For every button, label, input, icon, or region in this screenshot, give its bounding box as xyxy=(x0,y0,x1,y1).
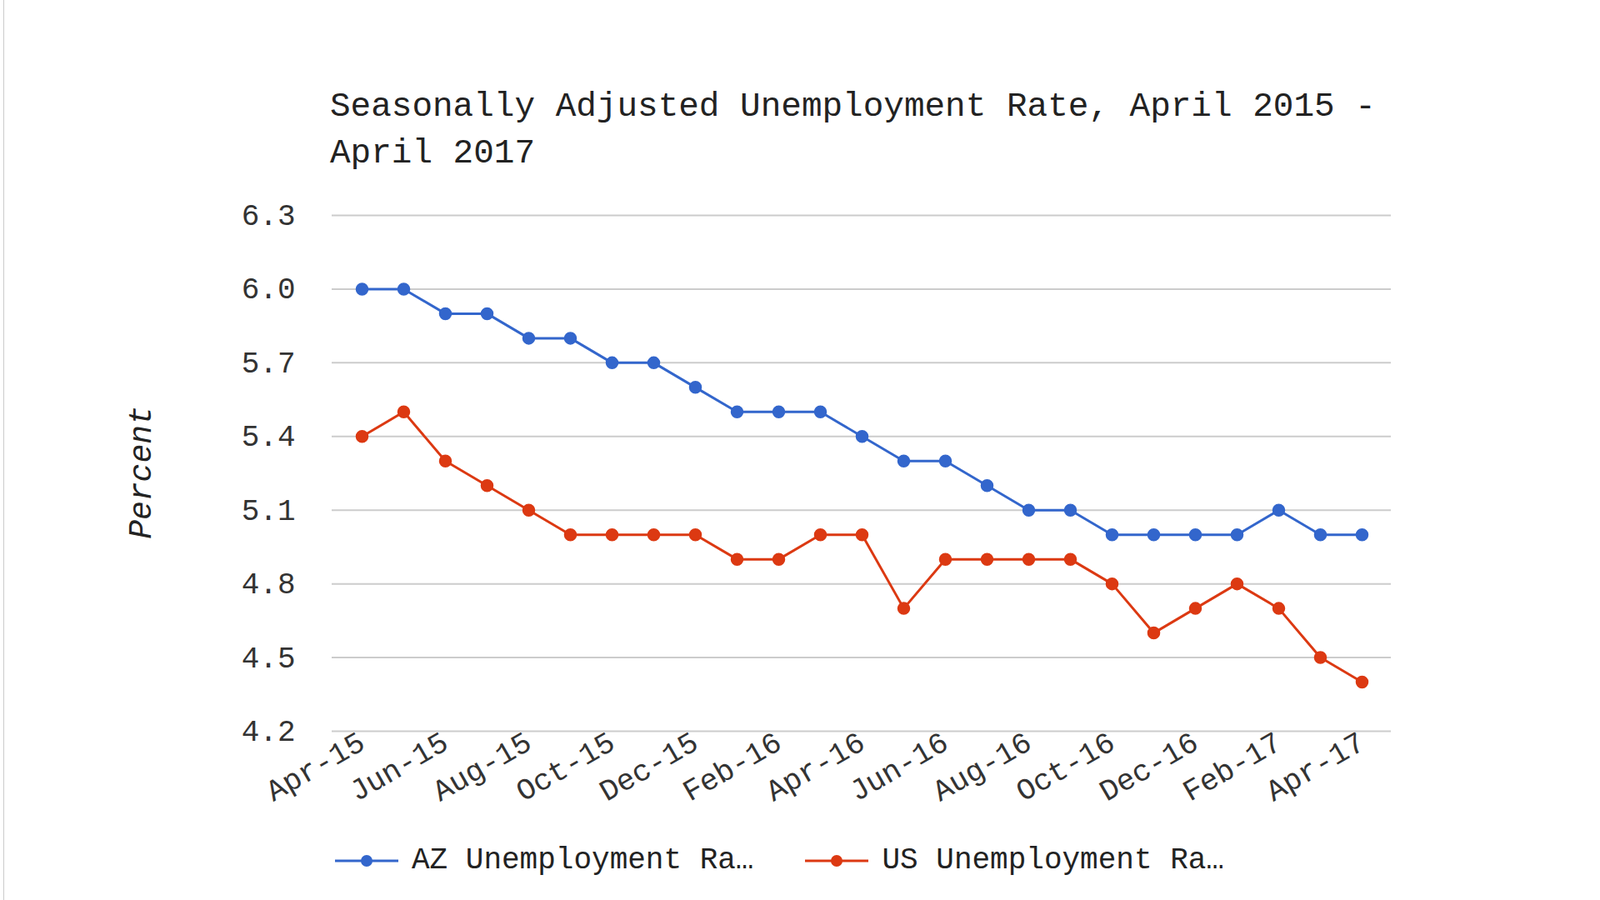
svg-text:Oct-15: Oct-15 xyxy=(510,726,622,810)
svg-text:Apr-16: Apr-16 xyxy=(760,726,872,810)
svg-text:Jun-15: Jun-15 xyxy=(344,726,455,810)
svg-text:5.4: 5.4 xyxy=(241,420,296,455)
html-text:Percent: Percent xyxy=(123,406,160,539)
svg-text:Feb-16: Feb-16 xyxy=(677,726,789,810)
svg-text:Oct-16: Oct-16 xyxy=(1010,726,1122,810)
svg-text:Apr-15: Apr-15 xyxy=(260,726,372,810)
svg-text:Dec-15: Dec-15 xyxy=(594,726,705,810)
svg-text:6.3: 6.3 xyxy=(241,200,296,235)
svg-text:Aug-15: Aug-15 xyxy=(427,726,539,810)
svg-text:4.8: 4.8 xyxy=(241,568,296,603)
svg-text:4.5: 4.5 xyxy=(241,642,296,677)
svg-text:5.1: 5.1 xyxy=(241,495,296,530)
html-text:AZ Unemployment Ra…: AZ Unemployment Ra… xyxy=(411,843,754,878)
svg-text:Apr-17: Apr-17 xyxy=(1260,725,1372,810)
html-text:US Unemployment Ra…: US Unemployment Ra… xyxy=(882,843,1225,878)
svg-text:6.0: 6.0 xyxy=(241,273,296,308)
svg-text:Aug-16: Aug-16 xyxy=(927,726,1039,810)
svg-text:Jun-16: Jun-16 xyxy=(844,726,955,810)
html-text:Seasonally Adjusted Unemployme: Seasonally Adjusted Unemployment Rate, A… xyxy=(330,87,1397,173)
svg-text:5.7: 5.7 xyxy=(241,347,296,382)
svg-text:4.2: 4.2 xyxy=(241,715,296,750)
svg-text:Feb-17: Feb-17 xyxy=(1177,726,1289,810)
svg-text:Dec-16: Dec-16 xyxy=(1094,726,1205,810)
